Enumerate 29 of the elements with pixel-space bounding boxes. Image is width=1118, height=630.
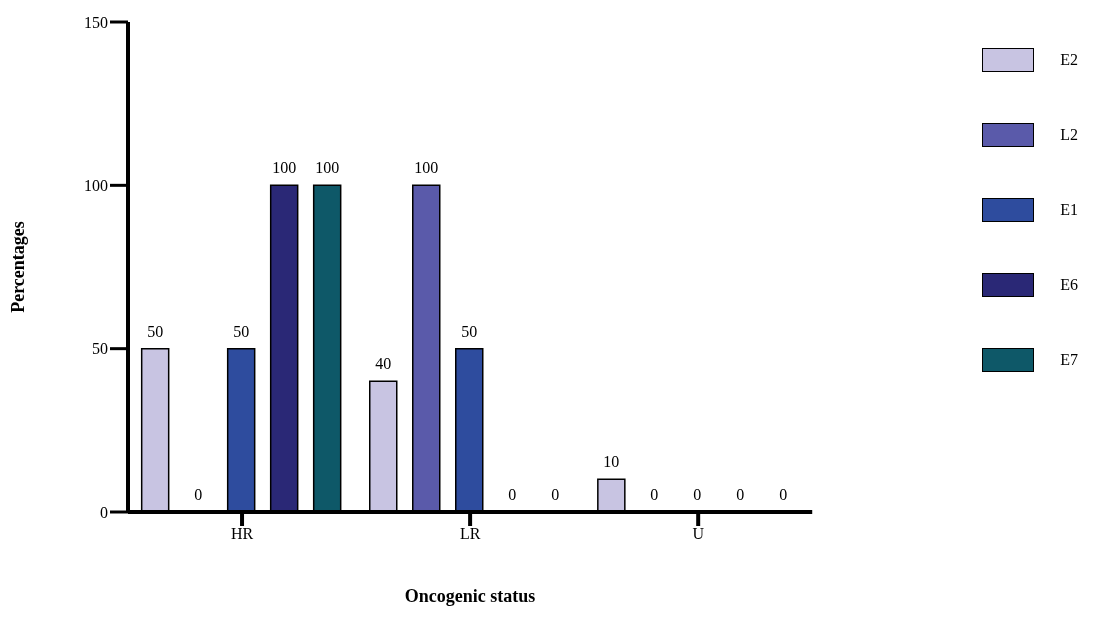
data-label: 0: [508, 485, 517, 503]
legend-label: E7: [1060, 351, 1078, 369]
data-label: 50: [147, 322, 164, 340]
legend-label: E1: [1060, 201, 1078, 219]
x-tick-label: U: [692, 525, 705, 543]
legend-label: L2: [1060, 126, 1078, 144]
legend-label: E6: [1060, 276, 1078, 294]
y-tick-label: 50: [92, 340, 108, 358]
y-tick-label: 0: [100, 503, 108, 521]
data-label: 100: [315, 159, 340, 177]
x-tick-label: HR: [230, 525, 254, 543]
y-tick-label: 150: [84, 13, 108, 31]
data-label: 50: [233, 322, 250, 340]
data-label: 100: [272, 159, 297, 177]
y-axis-title: Percentages: [8, 221, 29, 313]
data-label: 0: [693, 485, 702, 503]
data-label: 100: [414, 159, 439, 177]
data-label: 0: [650, 485, 659, 503]
data-label: 40: [375, 355, 392, 373]
x-axis-title: Oncogenic status: [404, 586, 536, 606]
data-label: 0: [779, 485, 788, 503]
x-tick-label: LR: [459, 525, 481, 543]
data-label: 0: [736, 485, 745, 503]
data-label: 0: [194, 485, 203, 503]
data-label: 0: [551, 485, 560, 503]
y-tick-label: 100: [84, 177, 108, 195]
data-label: 50: [461, 322, 478, 340]
legend-label: E2: [1060, 51, 1078, 69]
data-label: 10: [603, 453, 620, 471]
